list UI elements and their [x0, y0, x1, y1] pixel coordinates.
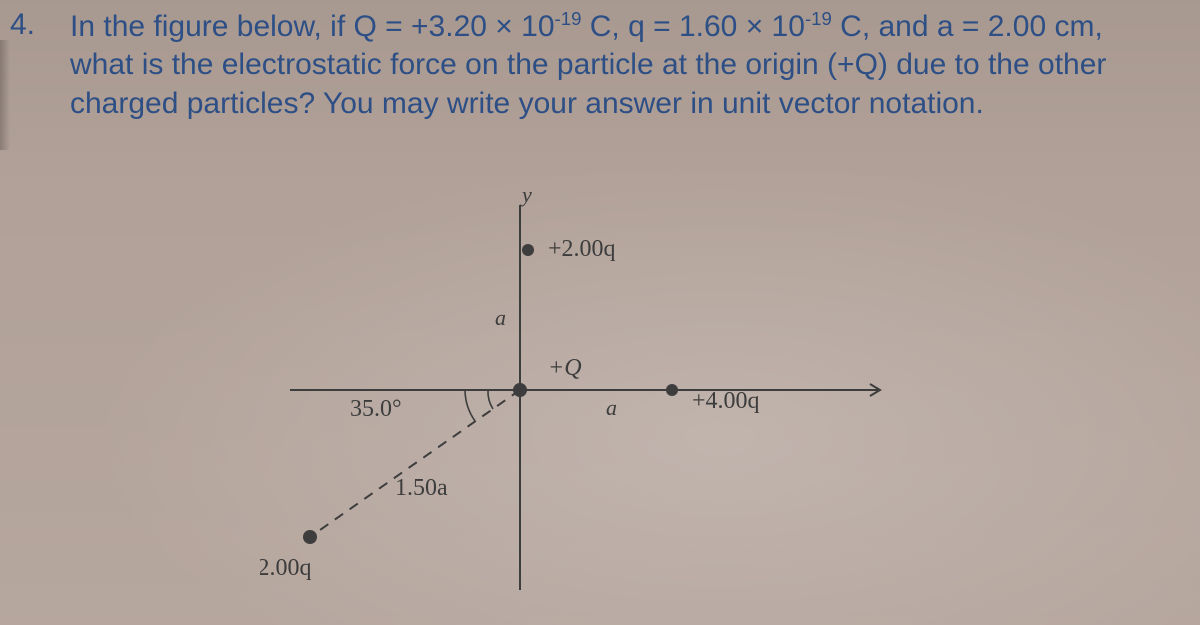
q-exp1-base: 10	[513, 10, 555, 43]
seg-label-a-vertical: a	[495, 305, 506, 330]
q-line1-b: C, q = 1.60	[581, 10, 745, 43]
angle-arc-inner	[488, 390, 493, 409]
figure-svg: y 35.0° a a 1.50a +2.00q +Q +4.00q −2.00…	[260, 190, 920, 610]
y-axis-label: y	[520, 190, 532, 207]
figure: y 35.0° a a 1.50a +2.00q +Q +4.00q −2.00…	[260, 190, 920, 610]
page-edge-shadow	[0, 40, 10, 150]
q-times-2: ×	[746, 10, 764, 43]
question-number: 4.	[10, 8, 35, 42]
charge-plus-Q-label: +Q	[548, 355, 582, 381]
q-line1-a: In the figure below, if Q = +3.20	[70, 10, 495, 43]
charge-minus-2q	[303, 530, 317, 544]
q-line1-c: C, and a = 2.00 cm,	[832, 10, 1103, 43]
q-line2: what is the electrostatic force on the p…	[70, 48, 1106, 81]
angle-arc	[465, 390, 475, 421]
q-times-1: ×	[495, 10, 513, 43]
q-line3: charged particles? You may write your an…	[70, 87, 984, 120]
q-exp1-sup: -19	[555, 8, 582, 29]
charge-plus-2q	[522, 244, 534, 256]
charge-minus-2q-label: −2.00q	[260, 555, 312, 581]
dashed-line	[310, 390, 520, 537]
q-exp2-base: 10	[763, 10, 805, 43]
charge-plus-2q-label: +2.00q	[548, 236, 616, 262]
charge-plus-Q	[513, 383, 527, 397]
q-exp2-sup: -19	[805, 8, 832, 29]
charge-plus-4q	[666, 384, 678, 396]
seg-label-a-horizontal: a	[606, 395, 617, 420]
seg-label-1p5a: 1.50a	[395, 475, 448, 501]
angle-label: 35.0°	[350, 396, 402, 422]
charge-plus-4q-label: +4.00q	[692, 388, 760, 414]
question-text: In the figure below, if Q = +3.20 × 10-1…	[70, 8, 1194, 123]
